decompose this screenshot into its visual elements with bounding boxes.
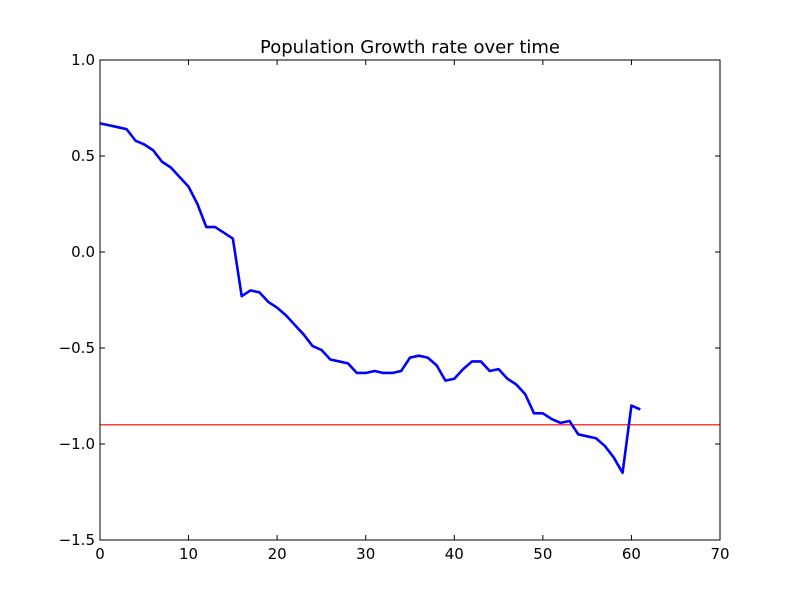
y-tick-label-2: 0.0 [71, 243, 95, 261]
series-line-0 [99, 122, 641, 475]
x-tick-label-6: 60 [622, 545, 641, 563]
x-tick-label-3: 30 [356, 545, 375, 563]
chart-title: Population Growth rate over time [260, 37, 560, 58]
x-tick-label-0: 0 [95, 545, 105, 563]
y-tick-labels: 1.0 0.5 0.0 −0.5 −1.0 −1.5 [59, 51, 95, 549]
y-tick-label-1: 0.5 [71, 147, 95, 165]
y-tick-label-3: −0.5 [59, 339, 95, 357]
plot-frame [99, 59, 721, 541]
x-tick-label-5: 50 [533, 545, 552, 563]
plot-area [100, 60, 720, 540]
x-tick-labels: 0 10 20 30 40 50 60 70 [95, 545, 729, 563]
y-tick-label-4: −1.0 [59, 435, 95, 453]
y-tick-label-5: −1.5 [59, 531, 95, 549]
x-tick-label-1: 10 [179, 545, 198, 563]
y-tick-label-0: 1.0 [71, 51, 95, 69]
x-tick-label-7: 70 [710, 545, 729, 563]
series-layer [99, 122, 641, 475]
x-tick-label-4: 40 [445, 545, 464, 563]
x-tick-label-2: 20 [268, 545, 287, 563]
